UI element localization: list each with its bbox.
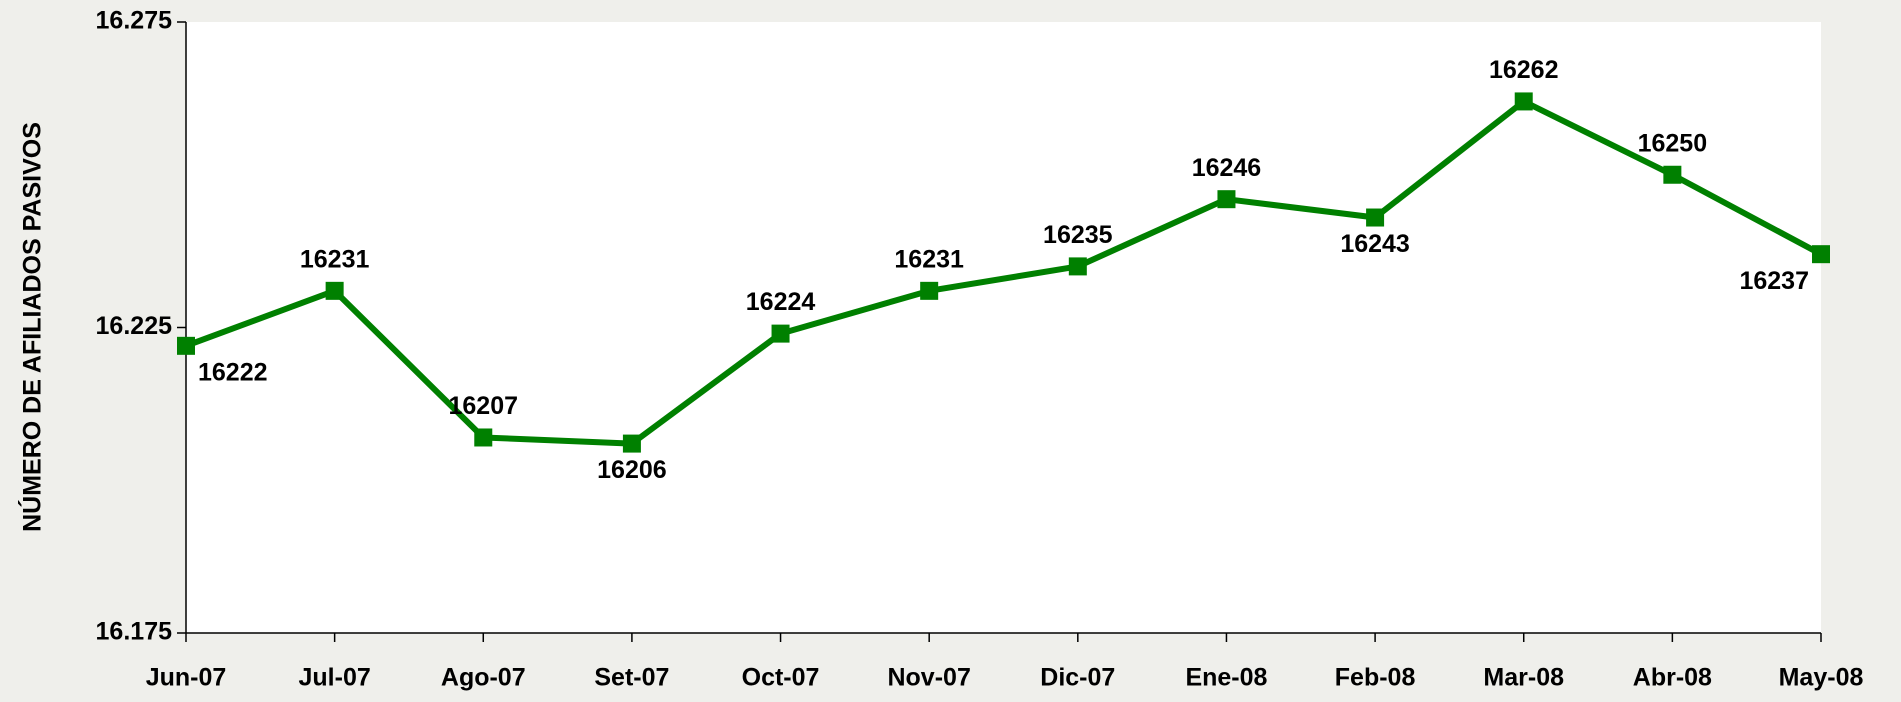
- plot-area: [186, 22, 1821, 633]
- y-axis-title: NÚMERO DE AFILIADOS PASIVOS: [17, 122, 47, 532]
- x-tick-label: Feb-08: [1335, 664, 1416, 692]
- data-label: 16206: [597, 456, 667, 484]
- data-label: 16231: [894, 245, 964, 273]
- y-tick-label: 16.225: [96, 312, 173, 340]
- x-tick-label: Set-07: [594, 664, 669, 692]
- data-label: 16235: [1043, 221, 1113, 249]
- data-label: 16237: [1739, 267, 1809, 295]
- x-tick-label: Jun-07: [146, 664, 227, 692]
- data-label: 16243: [1340, 230, 1410, 258]
- x-tick-label: Ene-08: [1185, 664, 1267, 692]
- y-tick-label: 16.175: [96, 618, 173, 646]
- x-tick-label: Oct-07: [742, 664, 820, 692]
- marker: [1514, 92, 1533, 111]
- data-label: 16250: [1638, 129, 1708, 157]
- marker: [177, 336, 195, 355]
- marker: [474, 428, 493, 447]
- marker: [1812, 245, 1830, 264]
- x-tick-label: May-08: [1779, 664, 1864, 692]
- data-label: 16222: [198, 358, 268, 386]
- y-tick-label: 16.275: [96, 7, 173, 35]
- marker: [1217, 190, 1236, 209]
- data-label: 16262: [1489, 56, 1559, 84]
- x-tick-label: Ago-07: [441, 664, 526, 692]
- marker: [325, 281, 344, 300]
- marker: [920, 281, 939, 300]
- data-label: 16207: [449, 392, 519, 420]
- data-label: 16231: [300, 245, 370, 273]
- marker: [1663, 165, 1682, 184]
- x-tick-label: Jul-07: [299, 664, 371, 692]
- x-tick-label: Abr-08: [1633, 664, 1712, 692]
- marker: [622, 434, 641, 453]
- marker: [1068, 257, 1087, 276]
- data-label: 16224: [746, 288, 816, 316]
- marker: [1366, 208, 1385, 227]
- x-tick-label: Mar-08: [1483, 664, 1564, 692]
- data-label: 16246: [1192, 154, 1262, 182]
- x-tick-label: Dic-07: [1040, 664, 1115, 692]
- marker: [771, 324, 790, 343]
- line: [184, 98, 1823, 447]
- x-tick-label: Nov-07: [887, 664, 970, 692]
